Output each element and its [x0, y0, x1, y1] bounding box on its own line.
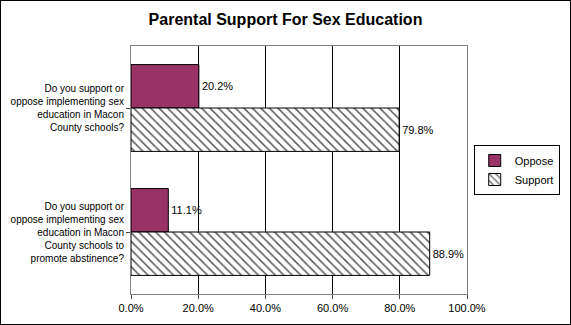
svg-text:79.8%: 79.8% [402, 124, 433, 136]
svg-text:40.0%: 40.0% [250, 302, 281, 314]
svg-text:60.0%: 60.0% [317, 302, 348, 314]
svg-text:100.0%: 100.0% [448, 302, 486, 314]
svg-text:11.1%: 11.1% [171, 204, 202, 216]
svg-text:20.0%: 20.0% [183, 302, 214, 314]
svg-text:80.0%: 80.0% [384, 302, 415, 314]
svg-text:Parental Support For Sex Educa: Parental Support For Sex Education [149, 11, 423, 28]
svg-text:0.0%: 0.0% [118, 302, 143, 314]
svg-text:Oppose: Oppose [515, 155, 554, 167]
svg-text:88.9%: 88.9% [433, 248, 464, 260]
svg-text:Do you support oroppose implem: Do you support oroppose implementing sex… [11, 83, 125, 133]
svg-text:20.2%: 20.2% [202, 80, 233, 92]
svg-text:Support: Support [515, 174, 554, 186]
svg-text:Do you support oroppose implem: Do you support oroppose implementing sex… [11, 201, 125, 264]
